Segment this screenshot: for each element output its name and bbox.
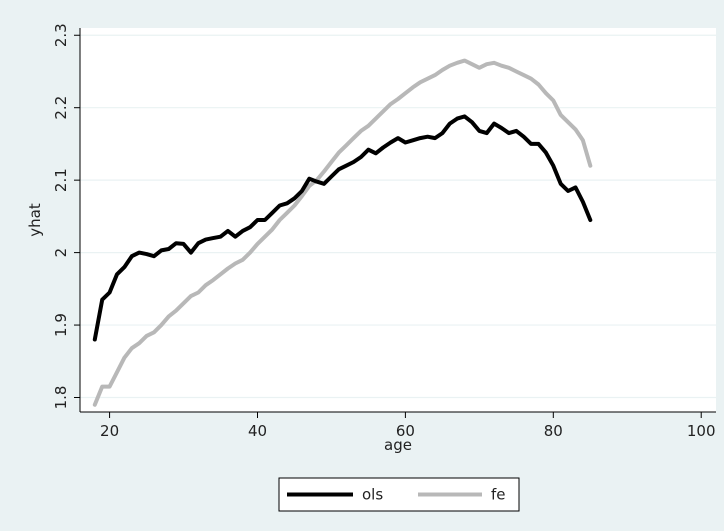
x-tick-label: 40 [248, 422, 267, 440]
y-tick-label: 2.1 [52, 168, 70, 192]
series-line-fe [92, 58, 593, 407]
x-tick-label: 60 [396, 422, 415, 440]
x-axis-title: age [384, 436, 412, 454]
x-tick-label: 80 [544, 422, 563, 440]
plot-area [80, 28, 716, 412]
legend-label-ols: ols [362, 486, 383, 504]
y-tick-label: 1.9 [52, 313, 70, 337]
y-tick-label: 2.3 [52, 23, 70, 47]
y-tick-label: 2.2 [52, 96, 70, 120]
legend: ols fe [278, 477, 520, 512]
y-axis-title: yhat [26, 203, 44, 237]
x-tick-label: 100 [687, 422, 716, 440]
x-tick-label: 20 [100, 422, 119, 440]
gridlines [80, 34, 716, 399]
y-tick-label: 2 [52, 248, 70, 258]
series-line-ols [92, 114, 593, 342]
legend-label-fe: fe [491, 486, 506, 504]
y-tick-label: 1.8 [52, 386, 70, 410]
axes: 1.8 1.9 2 2.1 2.2 2.3 20 40 60 80 100 [52, 23, 716, 440]
series-lines [92, 58, 593, 407]
